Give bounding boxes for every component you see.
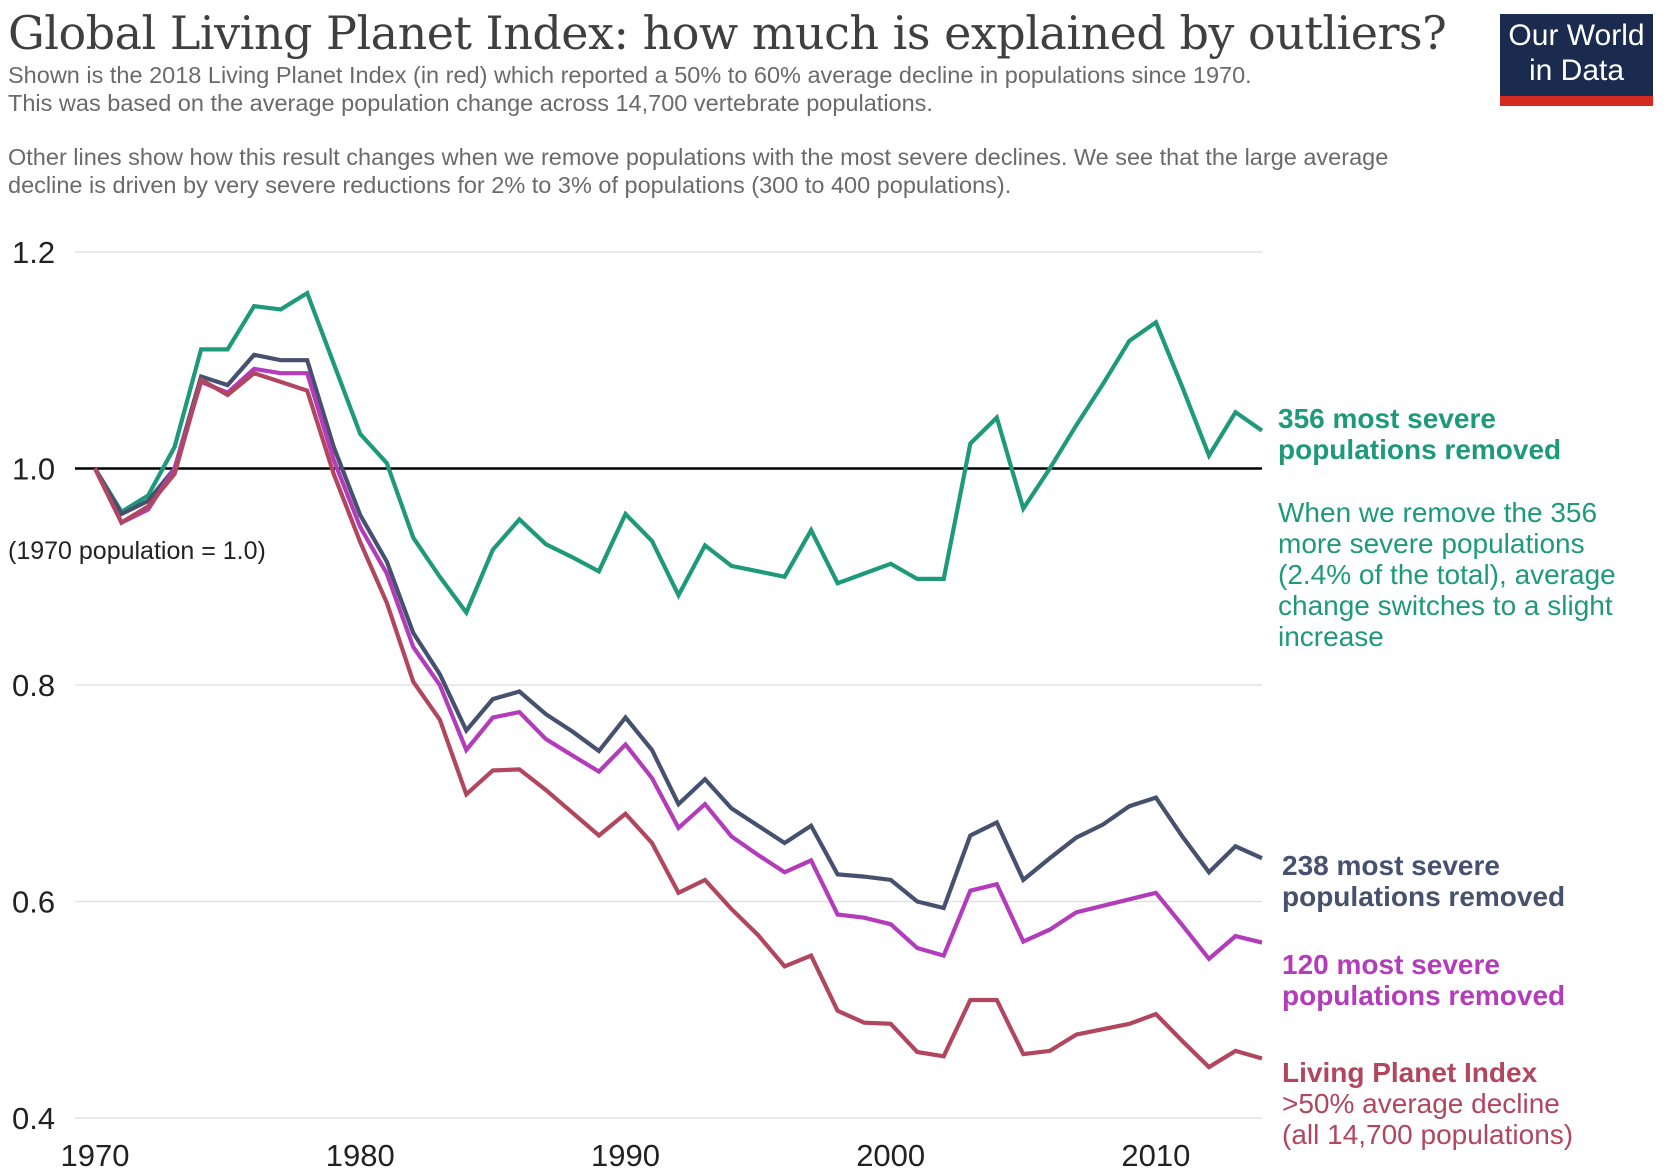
grid-layer <box>75 251 1262 1119</box>
tick-layer: 0.4 0.6 0.8 1.0 1.2 1970 1980 1990 2000 2010 <box>12 235 1190 1173</box>
series-note-green: (2.4% of the total), average <box>1278 559 1616 590</box>
series-line-red <box>93 370 1263 1070</box>
logo-line-1: Our World <box>1508 19 1645 52</box>
subtitle-line-3: Other lines show how this result changes… <box>8 144 1389 170</box>
series-line-green <box>93 289 1264 617</box>
y-tick-label: 1.2 <box>12 235 55 270</box>
series-note-green: When we remove the 356 <box>1278 497 1597 528</box>
series-line-magenta <box>93 366 1263 962</box>
owid-logo[interactable]: Our World in Data <box>1500 14 1653 106</box>
x-tick-label: 2010 <box>1121 1138 1190 1173</box>
series-label-navy: 238 most severe <box>1282 850 1500 881</box>
x-tick-label: 1990 <box>591 1138 660 1173</box>
chart-title: Global Living Planet Index: how much is … <box>8 6 1447 60</box>
subtitle-line-1: Shown is the 2018 Living Planet Index (i… <box>8 62 1252 88</box>
series-note-red: >50% average decline <box>1282 1088 1560 1119</box>
x-tick-label: 1980 <box>326 1138 395 1173</box>
x-tick-label: 1970 <box>61 1138 130 1173</box>
series-label-magenta: 120 most severe <box>1282 949 1500 980</box>
y-tick-label: 0.6 <box>12 885 55 920</box>
series-note-green: change switches to a slight <box>1278 590 1613 621</box>
series-label-green: populations removed <box>1278 434 1561 465</box>
series-label-navy: populations removed <box>1282 881 1565 912</box>
baseline-note: (1970 population = 1.0) <box>8 537 266 565</box>
subtitle-line-4: decline is driven by very severe reducti… <box>8 172 1012 198</box>
x-tick-label: 2000 <box>856 1138 925 1173</box>
subtitle-line-2: This was based on the average population… <box>8 90 933 116</box>
y-tick-label: 0.4 <box>12 1101 55 1136</box>
series-note-green: increase <box>1278 621 1384 652</box>
series-label-green: 356 most severe <box>1278 403 1496 434</box>
y-tick-label: 0.8 <box>12 668 55 703</box>
y-tick-label: 1.0 <box>12 452 55 487</box>
series-label-magenta: populations removed <box>1282 980 1565 1011</box>
series-note-red: (all 14,700 populations) <box>1282 1119 1573 1150</box>
logo-line-2: in Data <box>1528 54 1625 87</box>
series-note-green: more severe populations <box>1278 528 1585 559</box>
series-layer <box>93 289 1264 1070</box>
series-label-red: Living Planet Index <box>1282 1057 1538 1088</box>
series-line-navy <box>93 352 1263 911</box>
